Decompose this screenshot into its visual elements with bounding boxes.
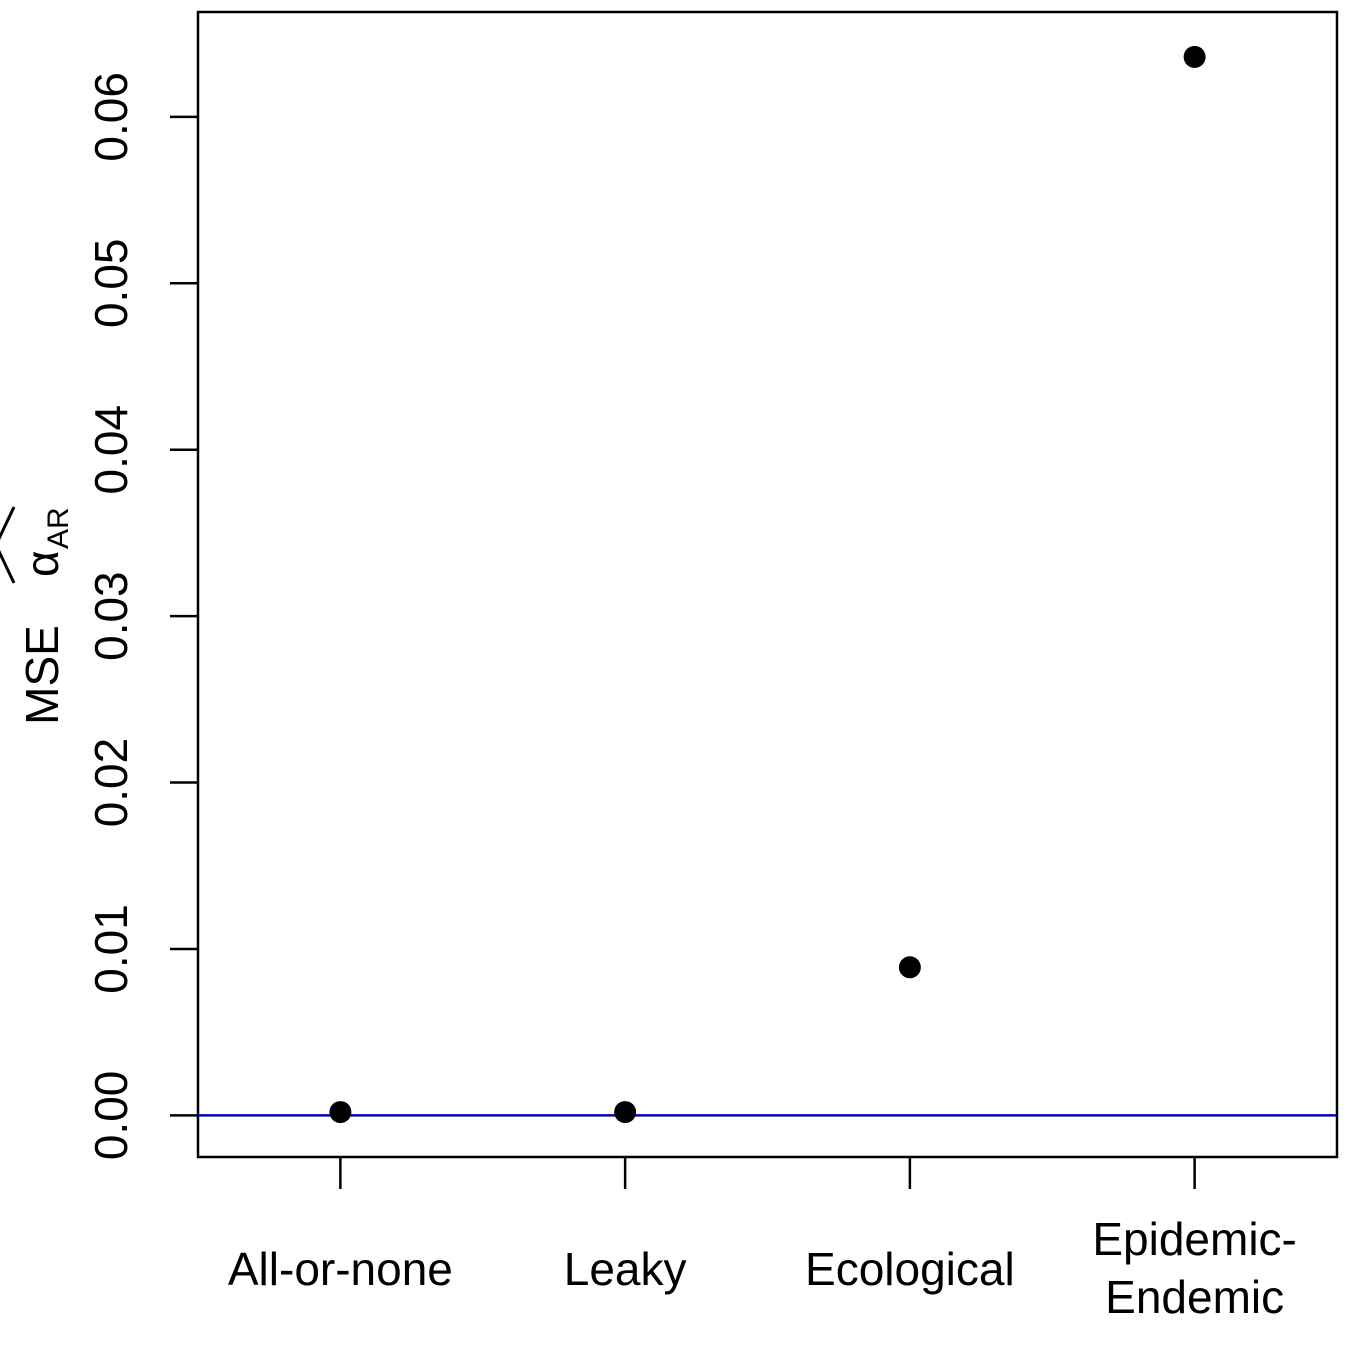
data-point: [614, 1101, 637, 1124]
y-axis-title-symbol: α: [16, 550, 68, 577]
data-point: [329, 1101, 352, 1124]
y-tick-label: 0.06: [85, 72, 137, 162]
x-category-label-line: Leaky: [564, 1243, 687, 1295]
plot-box: [196, 10, 1339, 1159]
y-tick-label: 0.01: [85, 904, 137, 994]
y-tick-label: 0.02: [85, 738, 137, 828]
x-category-label-line: Ecological: [805, 1243, 1015, 1295]
x-category-label: All-or-none: [228, 1243, 453, 1295]
x-category-label: Ecological: [805, 1243, 1015, 1295]
x-category-label-line: Endemic: [1105, 1271, 1284, 1323]
y-axis-title-text: MSE: [16, 625, 68, 725]
y-axis-title-subscript: AR: [42, 507, 75, 549]
y-axis-title: MSE α AR: [0, 506, 75, 725]
x-axis: All-or-none Leaky Ecological Epidemic- Endem…: [228, 1157, 1297, 1323]
data-point: [1183, 45, 1206, 68]
y-tick-label: 0.03: [85, 571, 137, 661]
data-points: [329, 45, 1206, 1124]
data-point: [898, 956, 921, 979]
y-tick-label: 0.04: [85, 405, 137, 495]
x-category-label: Epidemic- Endemic: [1092, 1213, 1297, 1323]
x-category-label: Leaky: [564, 1243, 687, 1295]
x-category-label-line: Epidemic-: [1092, 1213, 1297, 1265]
y-tick-label: 0.00: [85, 1071, 137, 1161]
y-axis: 0.00 0.01 0.02 0.03 0.04 0.05 0.06: [85, 72, 198, 1160]
x-category-label-line: All-or-none: [228, 1243, 453, 1295]
y-tick-label: 0.05: [85, 239, 137, 329]
hat-accent-icon: [0, 506, 16, 584]
